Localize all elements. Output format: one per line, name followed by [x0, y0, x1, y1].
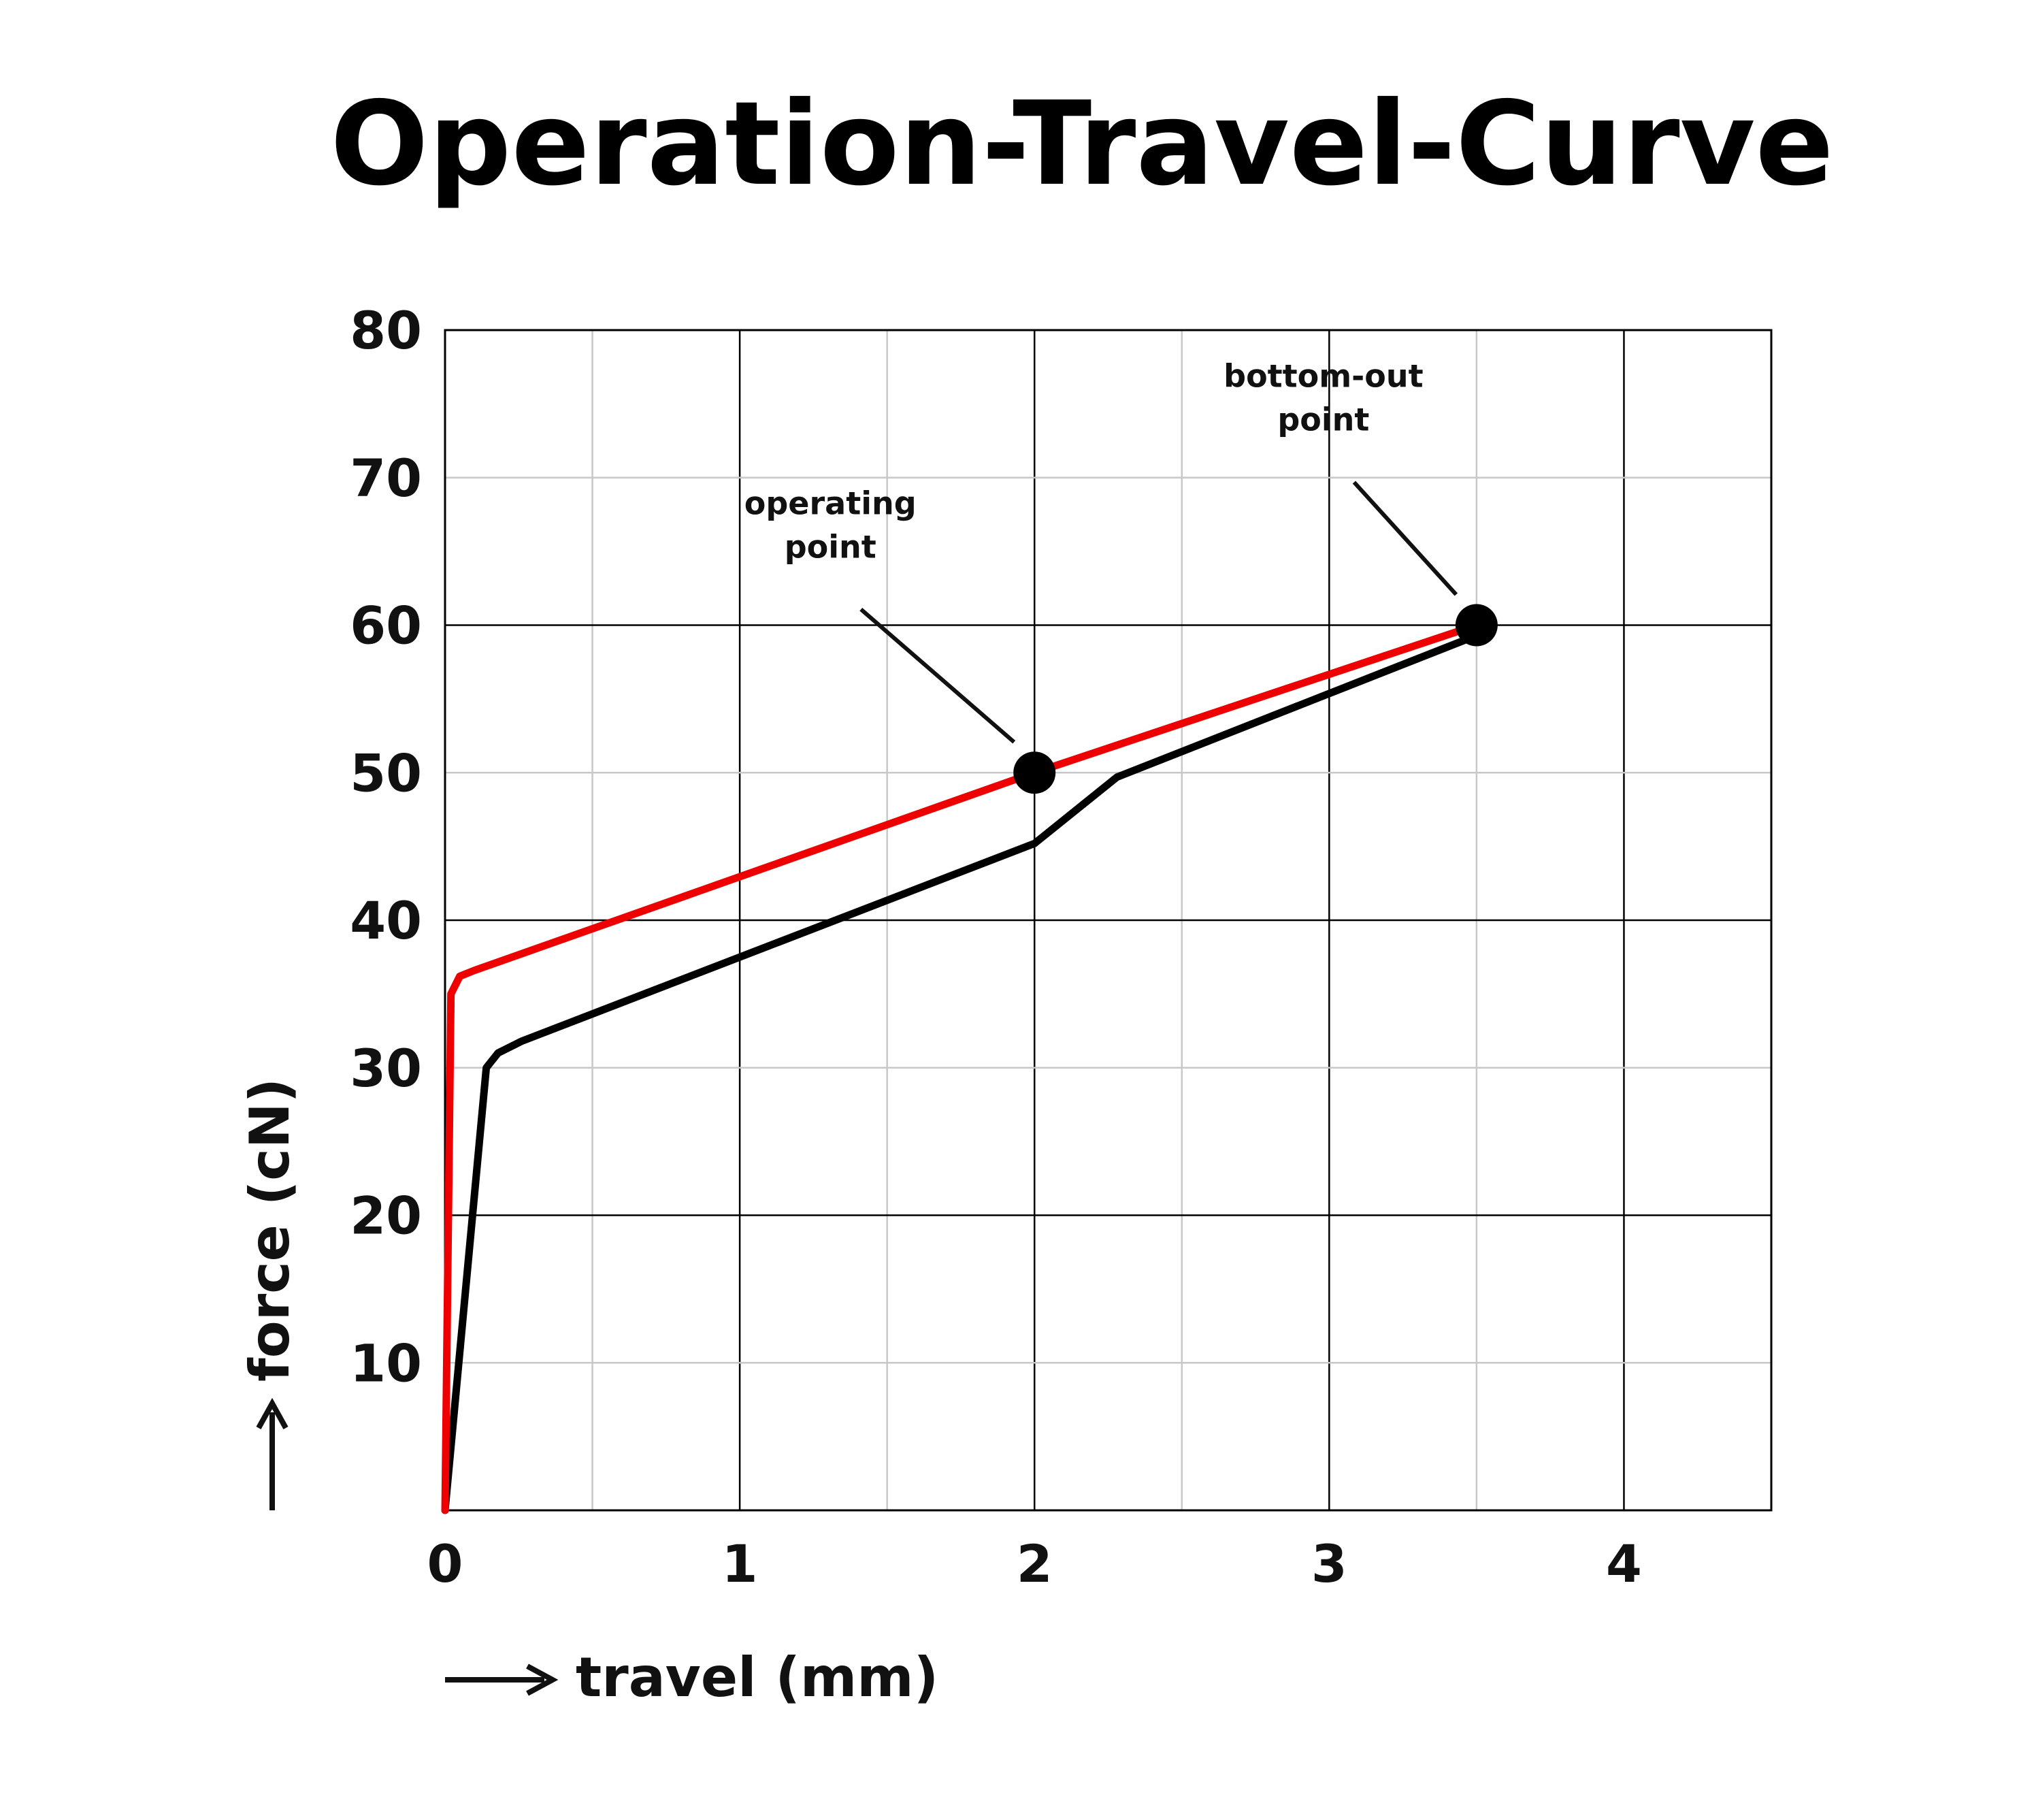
x-tick-label: 2 — [1017, 1533, 1053, 1594]
chart-title: Operation-Travel-Curve — [330, 77, 1834, 212]
plot-frame — [444, 329, 1773, 1512]
annotation-leader-line — [859, 607, 1016, 744]
y-tick-label: 10 — [350, 1333, 422, 1393]
x-axis-label: travel (mm) — [445, 1646, 938, 1709]
y-axis-label: force (cN) — [238, 1078, 301, 1510]
x-tick-label: 0 — [427, 1533, 463, 1594]
annotations: operating point bottom-out point — [744, 358, 1498, 794]
y-axis-arrowhead-icon — [256, 1397, 289, 1429]
y-tick-label: 70 — [350, 448, 422, 508]
y-tick-label: 50 — [350, 743, 422, 803]
y-tick-label: 40 — [350, 890, 422, 951]
x-tick-label: 4 — [1606, 1533, 1642, 1594]
annotation-leader-line — [1352, 481, 1458, 596]
annotation-label: operating — [744, 485, 917, 521]
data-point-marker — [1013, 751, 1056, 794]
y-tick-label: 30 — [350, 1038, 422, 1099]
series-line-release — [441, 632, 1481, 1514]
x-axis-title: travel (mm) — [576, 1646, 938, 1709]
y-tick-label: 20 — [350, 1186, 422, 1246]
y-tick-label: 60 — [350, 596, 422, 656]
annotation-label: point — [1277, 402, 1369, 438]
x-tick-label: 3 — [1311, 1533, 1347, 1594]
x-tick-label: 1 — [722, 1533, 758, 1594]
series-line-actuation — [441, 621, 1481, 1514]
grid — [444, 329, 1773, 1512]
annotation-label: bottom-out — [1224, 358, 1423, 395]
tick-labels: 0 1 2 3 4 10 20 30 40 50 60 70 80 — [350, 300, 1642, 1594]
y-axis-title: force (cN) — [238, 1078, 301, 1382]
x-axis-arrowhead-icon — [526, 1663, 559, 1696]
y-tick-label: 80 — [350, 300, 422, 361]
data-point-marker — [1455, 604, 1498, 647]
annotation-label: point — [785, 528, 876, 565]
series-group — [441, 621, 1481, 1514]
